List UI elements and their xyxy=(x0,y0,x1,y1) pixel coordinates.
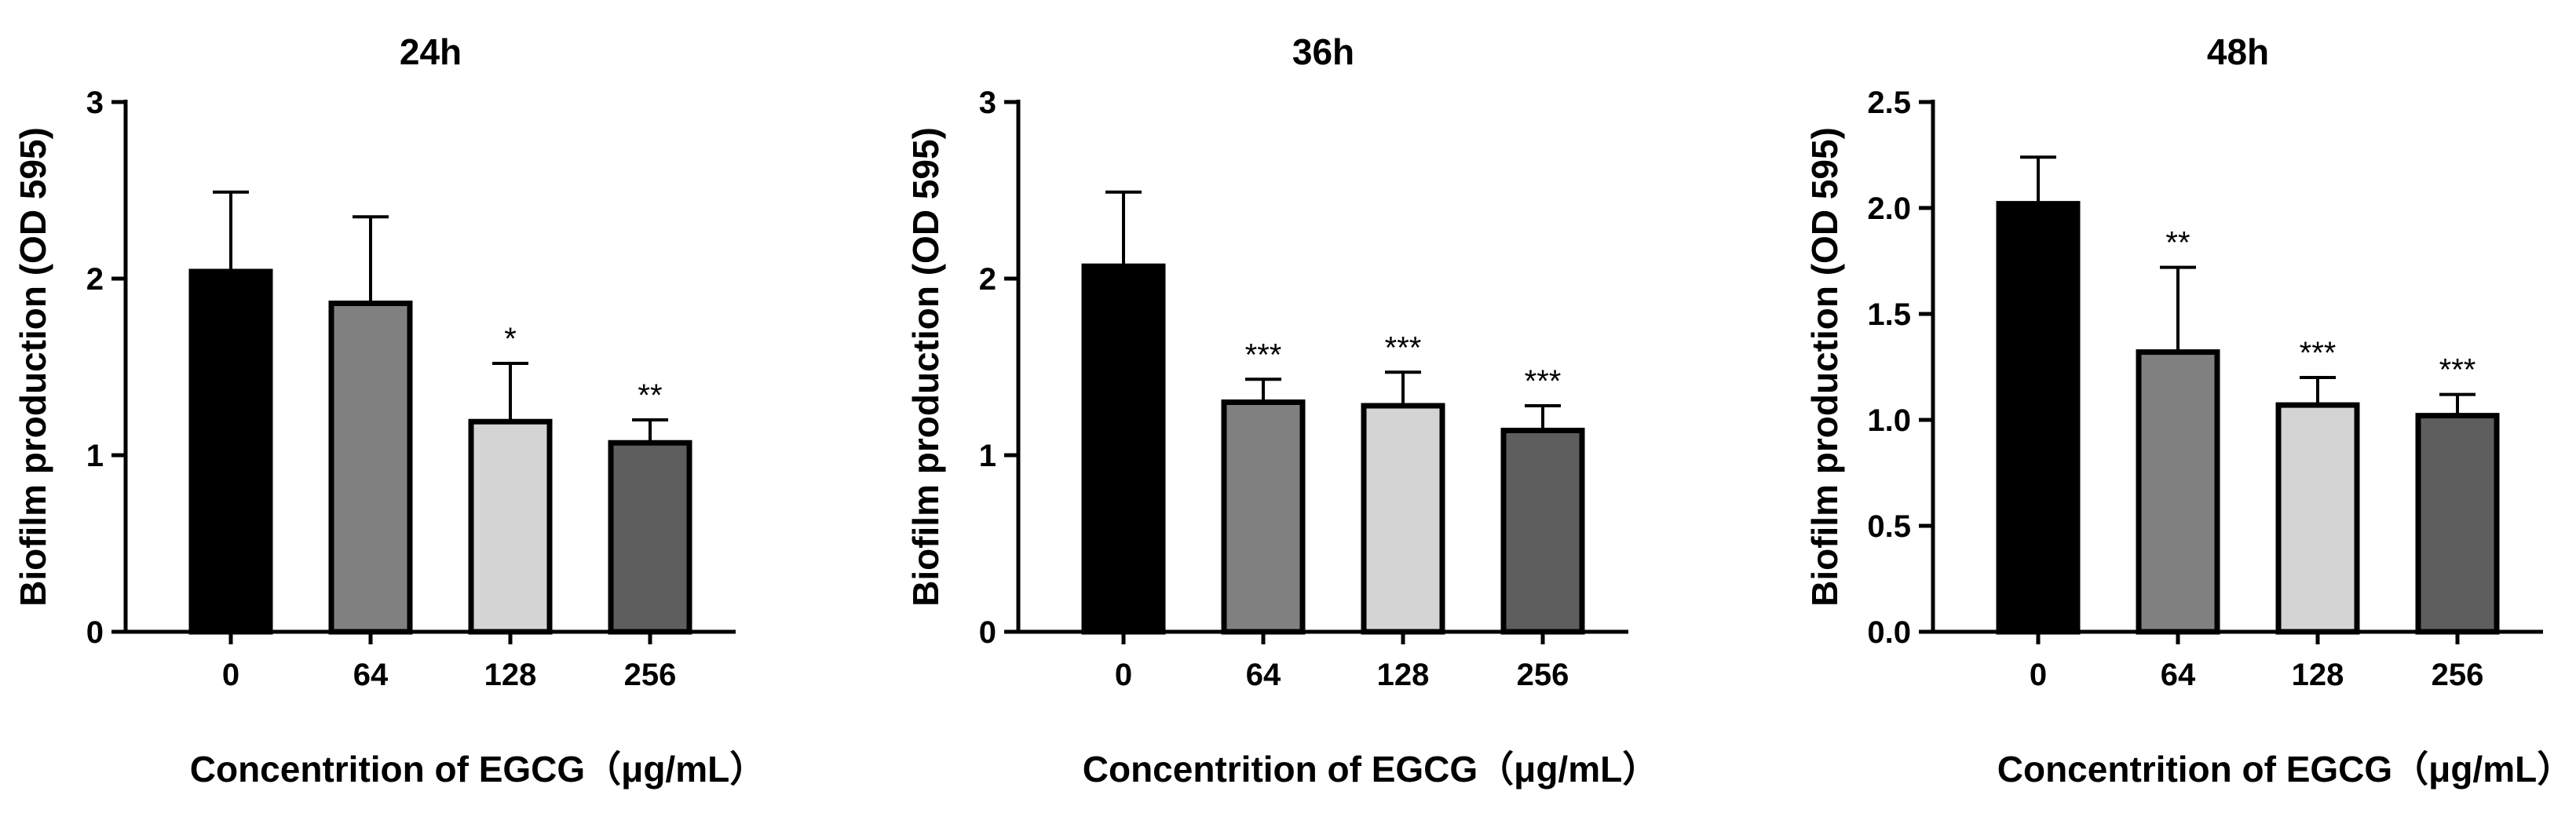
y-tick-label: 0.0 xyxy=(1867,615,1911,650)
y-tick-label: 0.5 xyxy=(1867,509,1911,544)
chart-title: 24h xyxy=(400,31,462,72)
x-tick-label: 0 xyxy=(222,658,239,692)
bar-128 xyxy=(1361,403,1445,635)
y-tick-label: 1.5 xyxy=(1867,297,1911,332)
x-tick-label: 256 xyxy=(1517,658,1569,692)
chart-title: 36h xyxy=(1292,31,1354,72)
x-tick-label: 64 xyxy=(2161,658,2196,692)
y-axis-label: Biofilm production (OD 595) xyxy=(1804,127,1845,607)
bar-128 xyxy=(468,418,553,635)
y-tick-label: 0 xyxy=(979,615,996,650)
x-tick-label: 256 xyxy=(2432,658,2484,692)
chart-panel-36h: *** *** *** 0 1 2 3 0 64 128 256 36h Biofilm product… xyxy=(905,31,1658,790)
bar-64 xyxy=(2136,349,2220,635)
bar-64 xyxy=(1221,399,1306,635)
significance-label: *** xyxy=(2300,336,2337,370)
x-axis-label: Concentrition of EGCG（μg/mL） xyxy=(1997,749,2573,790)
y-tick-label: 3 xyxy=(979,86,996,120)
bar-0 xyxy=(1081,263,1166,635)
x-tick-label: 128 xyxy=(2292,658,2344,692)
y-tick-label: 2.5 xyxy=(1867,86,1911,120)
x-tick-label: 64 xyxy=(353,658,389,692)
y-tick-label: 2.0 xyxy=(1867,191,1911,226)
significance-label: *** xyxy=(1245,337,1282,372)
bar-256 xyxy=(608,440,692,635)
bar-0 xyxy=(1996,201,2081,635)
y-axis-label: Biofilm production (OD 595) xyxy=(905,127,946,607)
y-tick-label: 1 xyxy=(86,439,104,473)
y-tick-label: 1 xyxy=(979,439,996,473)
y-tick-label: 2 xyxy=(86,262,104,297)
x-tick-label: 0 xyxy=(1115,658,1132,692)
x-tick-label: 256 xyxy=(624,658,677,692)
significance-label: *** xyxy=(1385,330,1422,365)
x-tick-label: 64 xyxy=(1246,658,1281,692)
significance-label: ** xyxy=(638,378,662,413)
y-tick-label: 3 xyxy=(86,86,104,120)
x-axis-label: Concentrition of EGCG（μg/mL） xyxy=(190,749,765,790)
significance-label: * xyxy=(504,322,517,356)
bar-64 xyxy=(328,301,413,635)
significance-label: ** xyxy=(2165,226,2190,261)
bar-256 xyxy=(1500,428,1585,635)
x-axis-label: Concentrition of EGCG（μg/mL） xyxy=(1083,749,1658,790)
bar-0 xyxy=(188,268,273,635)
significance-label: *** xyxy=(2439,353,2476,388)
x-tick-label: 0 xyxy=(2030,658,2047,692)
x-tick-label: 128 xyxy=(484,658,537,692)
y-axis-label: Biofilm production (OD 595) xyxy=(13,127,53,607)
significance-label: *** xyxy=(1525,364,1562,399)
bar-256 xyxy=(2415,413,2500,635)
bar-128 xyxy=(2275,402,2360,635)
x-tick-label: 128 xyxy=(1377,658,1430,692)
y-tick-label: 0 xyxy=(86,615,104,650)
y-tick-label: 2 xyxy=(979,262,996,297)
chart-panel-48h: ***** ***0.00.51.01.52.02.50 64 128 25648hBi… xyxy=(1804,31,2573,790)
y-tick-label: 1.0 xyxy=(1867,403,1911,438)
chart-title: 48h xyxy=(2207,31,2269,72)
